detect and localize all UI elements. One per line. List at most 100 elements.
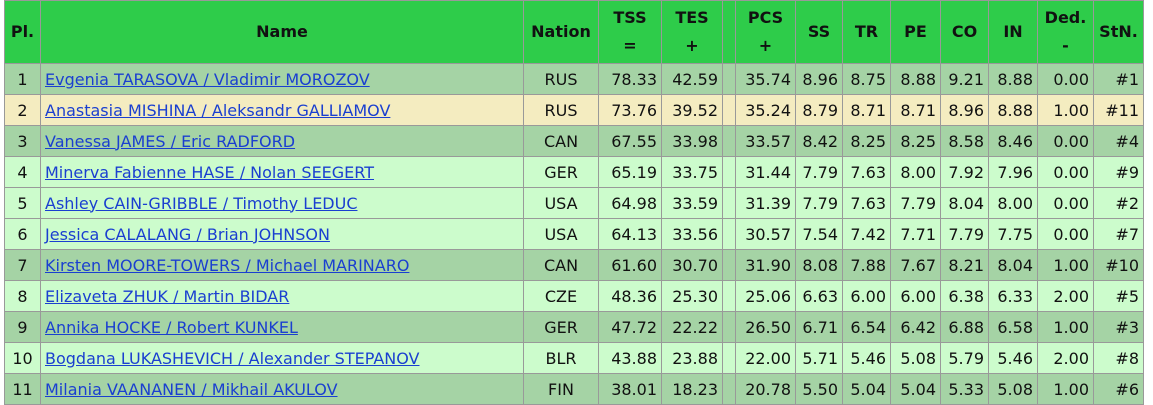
header-line: PCS	[747, 8, 784, 27]
skater-link[interactable]: Bogdana LUKASHEVICH / Alexander STEPANOV	[45, 348, 420, 368]
cell: 9.21	[940, 63, 989, 95]
cell: 8.88	[988, 63, 1038, 95]
cell: 73.76	[598, 94, 662, 126]
cell: 1.00	[1037, 94, 1094, 126]
spacer-cell	[722, 156, 736, 188]
cell: 35.24	[735, 94, 796, 126]
cell: 22.22	[661, 311, 723, 343]
spacer-cell	[722, 94, 736, 126]
cell: 2.00	[1037, 342, 1094, 374]
cell: 0.00	[1037, 125, 1094, 157]
spacer-cell	[722, 249, 736, 281]
cell: 7.79	[890, 187, 941, 219]
cell: Ashley CAIN-GRIBBLE / Timothy LEDUC	[40, 187, 524, 219]
cell: 8.04	[988, 249, 1038, 281]
cell: 8.88	[890, 63, 941, 95]
cell: 7.42	[842, 218, 891, 250]
cell: #11	[1093, 94, 1144, 126]
column-header: PCS +	[735, 0, 796, 64]
skater-link[interactable]: Evgenia TARASOVA / Vladimir MOROZOV	[45, 69, 370, 89]
cell: 33.98	[661, 125, 723, 157]
cell: 6.38	[940, 280, 989, 312]
cell: Bogdana LUKASHEVICH / Alexander STEPANOV	[40, 342, 524, 374]
cell: 1.00	[1037, 249, 1094, 281]
cell: #10	[1093, 249, 1144, 281]
cell: 0.00	[1037, 218, 1094, 250]
cell: #3	[1093, 311, 1144, 343]
cell: 8.42	[795, 125, 843, 157]
skater-link[interactable]: Vanessa JAMES / Eric RADFORD	[45, 131, 296, 151]
skater-link[interactable]: Kirsten MOORE-TOWERS / Michael MARINARO	[45, 255, 410, 275]
cell: 7.63	[842, 156, 891, 188]
cell: 65.19	[598, 156, 662, 188]
cell: #1	[1093, 63, 1144, 95]
header-line: Ded.	[1044, 8, 1087, 27]
spacer-header	[722, 0, 736, 64]
cell: Anastasia MISHINA / Aleksandr GALLIAMOV	[40, 94, 524, 126]
cell: 33.75	[661, 156, 723, 188]
cell: Evgenia TARASOVA / Vladimir MOROZOV	[40, 63, 524, 95]
skater-link[interactable]: Ashley CAIN-GRIBBLE / Timothy LEDUC	[45, 193, 358, 213]
cell: 7.54	[795, 218, 843, 250]
column-header: TSS =	[598, 0, 662, 64]
cell: Vanessa JAMES / Eric RADFORD	[40, 125, 524, 157]
cell: 6.00	[890, 280, 941, 312]
cell: 5	[4, 187, 41, 219]
cell: 30.70	[661, 249, 723, 281]
cell: GER	[523, 311, 599, 343]
header-line: Nation	[531, 22, 591, 41]
cell: 8.96	[940, 94, 989, 126]
cell: 42.59	[661, 63, 723, 95]
header-line: TSS	[613, 8, 647, 27]
result-row: 3 Vanessa JAMES / Eric RADFORD CAN 67.55 33.…	[4, 125, 1144, 157]
skater-link[interactable]: Elizaveta ZHUK / Martin BIDAR	[45, 286, 290, 306]
cell: 47.72	[598, 311, 662, 343]
cell: Elizaveta ZHUK / Martin BIDAR	[40, 280, 524, 312]
cell: 0.00	[1037, 156, 1094, 188]
cell: 33.56	[661, 218, 723, 250]
skater-link[interactable]: Minerva Fabienne HASE / Nolan SEEGERT	[45, 162, 375, 182]
header-line: +	[758, 36, 773, 55]
cell: #2	[1093, 187, 1144, 219]
cell: 2.00	[1037, 280, 1094, 312]
spacer-cell	[722, 280, 736, 312]
cell: 6.71	[795, 311, 843, 343]
skater-link[interactable]: Jessica CALALANG / Brian JOHNSON	[45, 224, 330, 244]
cell: 33.57	[735, 125, 796, 157]
header-line: CO	[951, 22, 978, 41]
cell: CZE	[523, 280, 599, 312]
cell: 33.59	[661, 187, 723, 219]
header-line: -	[1062, 36, 1069, 55]
header-line: +	[685, 36, 699, 55]
cell: 7	[4, 249, 41, 281]
cell: 8.25	[890, 125, 941, 157]
cell: 2	[4, 94, 41, 126]
column-header: PE	[890, 0, 941, 64]
cell: 31.39	[735, 187, 796, 219]
result-row: 10 Bogdana LUKASHEVICH / Alexander STEPAN…	[4, 342, 1144, 374]
skater-link[interactable]: Milania VAANANEN / Mikhail AKULOV	[45, 379, 338, 399]
cell: 8.00	[988, 187, 1038, 219]
results-table: Pl. Name Nation TSS = TES + PCS + SS TR PE CO IN Ded. -…	[4, 0, 1144, 405]
skater-link[interactable]: Annika HOCKE / Robert KUNKEL	[45, 317, 298, 337]
cell: 10	[4, 342, 41, 374]
cell: 1	[4, 63, 41, 95]
cell: 9	[4, 311, 41, 343]
spacer-cell	[722, 125, 736, 157]
cell: 0.00	[1037, 187, 1094, 219]
result-row: 1 Evgenia TARASOVA / Vladimir MOROZOV RUS 7…	[4, 63, 1144, 95]
cell: 0.00	[1037, 63, 1094, 95]
spacer-cell	[722, 63, 736, 95]
cell: 5.08	[890, 342, 941, 374]
skater-link[interactable]: Anastasia MISHINA / Aleksandr GALLIAMOV	[45, 100, 391, 120]
column-header: IN	[988, 0, 1038, 64]
cell: #5	[1093, 280, 1144, 312]
column-header: Nation	[523, 0, 599, 64]
cell: 22.00	[735, 342, 796, 374]
cell: 8.00	[890, 156, 941, 188]
cell: 8.71	[842, 94, 891, 126]
cell: 6.42	[890, 311, 941, 343]
header-line: Name	[256, 22, 308, 41]
cell: 6.00	[842, 280, 891, 312]
cell: 31.44	[735, 156, 796, 188]
